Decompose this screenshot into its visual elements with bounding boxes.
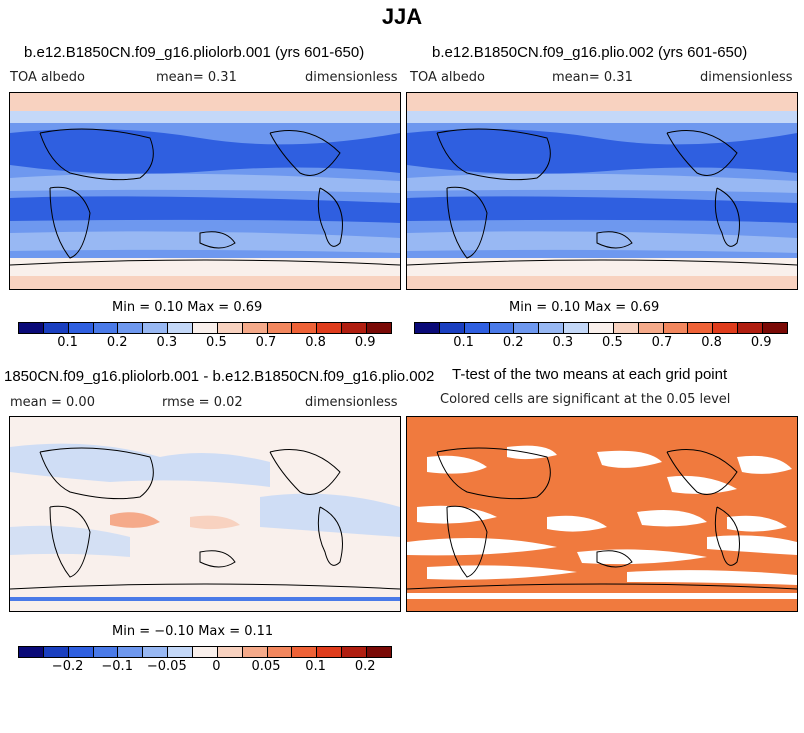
colorbar-swatch xyxy=(19,323,44,333)
colorbar-tick-label: 0.05 xyxy=(251,659,281,674)
colorbar-swatch xyxy=(514,323,540,333)
page-title: JJA xyxy=(381,4,423,29)
colorbar-swatch xyxy=(267,323,293,333)
colorbar-swatch xyxy=(367,647,391,657)
colorbar-swatch xyxy=(342,647,368,657)
colorbar-swatch xyxy=(193,647,218,657)
panel-3-map xyxy=(9,416,401,612)
colorbar-swatch xyxy=(464,323,490,333)
panel-1-title: b.e12.B1850CN.f09_g16.pliolorb.001 (yrs … xyxy=(24,44,365,61)
colorbar-tick-label: 0.1 xyxy=(57,335,78,350)
colorbar-swatch xyxy=(763,323,787,333)
colorbar-tick-label: 0.5 xyxy=(602,335,623,350)
colorbar-swatch xyxy=(317,323,343,333)
colorbar-tick-label: 0.5 xyxy=(206,335,227,350)
colorbar-swatch xyxy=(43,647,69,657)
colorbar-swatch xyxy=(68,323,94,333)
colorbar-swatch xyxy=(118,323,144,333)
panel-1-map xyxy=(9,92,401,290)
colorbar-swatch xyxy=(489,323,515,333)
colorbar-tick-label: 0.9 xyxy=(750,335,772,350)
colorbar-tick-label: −0.05 xyxy=(146,659,187,674)
colorbar-tick-label: 0.8 xyxy=(701,335,722,350)
colorbar-swatch xyxy=(564,323,590,333)
colorbar-tick-label: 0 xyxy=(212,659,221,674)
panel-2-variable: TOA albedo xyxy=(410,70,486,85)
colorbar-swatch xyxy=(292,323,318,333)
colorbar-swatch xyxy=(168,647,194,657)
colorbar-swatch xyxy=(439,323,465,333)
colorbar-tick-label: 0.3 xyxy=(156,335,178,350)
colorbar-swatch xyxy=(317,647,343,657)
colorbar-tick-label: 0.8 xyxy=(305,335,326,350)
panel-2-map xyxy=(406,92,798,290)
colorbar-tick-label: −0.1 xyxy=(101,659,133,674)
panel-4-subtitle: Colored cells are significant at the 0.0… xyxy=(440,392,731,407)
panel-3-colorbar xyxy=(18,646,392,658)
panel-1-minmax: Min = 0.10 Max = 0.69 xyxy=(112,300,263,315)
panel-3-title: 1850CN.f09_g16.pliolorb.001 - b.e12.B185… xyxy=(4,368,435,385)
panel-2-mean: mean= 0.31 xyxy=(552,70,633,85)
colorbar-swatch xyxy=(217,647,243,657)
colorbar-tick-label: 0.7 xyxy=(651,335,673,350)
colorbar-swatch xyxy=(242,647,268,657)
colorbar-tick-label: 0.1 xyxy=(453,335,474,350)
colorbar-tick-label: 0.7 xyxy=(255,335,277,350)
panel-2-minmax: Min = 0.10 Max = 0.69 xyxy=(509,300,660,315)
colorbar-swatch xyxy=(43,323,69,333)
colorbar-swatch xyxy=(93,647,119,657)
colorbar-swatch xyxy=(217,323,243,333)
colorbar-tick-label: 0.3 xyxy=(552,335,574,350)
colorbar-swatch xyxy=(713,323,739,333)
colorbar-swatch xyxy=(613,323,639,333)
colorbar-swatch xyxy=(589,323,614,333)
colorbar-swatch xyxy=(242,323,268,333)
panel-1-variable: TOA albedo xyxy=(10,70,86,85)
colorbar-swatch xyxy=(143,323,169,333)
colorbar-swatch xyxy=(663,323,689,333)
panel-1-mean: mean= 0.31 xyxy=(156,70,237,85)
colorbar-swatch xyxy=(118,647,144,657)
panel-1-colorbar xyxy=(18,322,392,334)
panel-2-units: dimensionless xyxy=(700,70,793,85)
colorbar-swatch xyxy=(68,647,94,657)
colorbar-swatch xyxy=(93,323,119,333)
colorbar-swatch xyxy=(292,647,318,657)
panel-2-title: b.e12.B1850CN.f09_g16.plio.002 (yrs 601-… xyxy=(432,44,748,61)
colorbar-swatch xyxy=(168,323,194,333)
colorbar-tick-label: 0.9 xyxy=(354,335,376,350)
colorbar-tick-label: 0.2 xyxy=(106,335,128,350)
panel-1-units: dimensionless xyxy=(305,70,398,85)
colorbar-swatch xyxy=(193,323,218,333)
panel-2-colorbar xyxy=(414,322,788,334)
panel-4-map xyxy=(406,416,798,612)
panel-3-units: dimensionless xyxy=(305,395,398,410)
colorbar-swatch xyxy=(367,323,391,333)
colorbar-swatch xyxy=(342,323,368,333)
colorbar-swatch xyxy=(267,647,293,657)
colorbar-swatch xyxy=(143,647,169,657)
colorbar-swatch xyxy=(638,323,664,333)
panel-3-rmse: rmse = 0.02 xyxy=(162,395,243,410)
panel-4-title: T-test of the two means at each grid poi… xyxy=(452,366,728,383)
colorbar-tick-label: 0.1 xyxy=(305,659,326,674)
colorbar-swatch xyxy=(415,323,440,333)
panel-3-minmax: Min = −0.10 Max = 0.11 xyxy=(112,624,274,639)
colorbar-tick-label: 0.2 xyxy=(502,335,524,350)
colorbar-tick-label: 0.2 xyxy=(354,659,376,674)
colorbar-tick-label: −0.2 xyxy=(51,659,84,674)
panel-3-mean: mean = 0.00 xyxy=(10,395,95,410)
colorbar-swatch xyxy=(738,323,764,333)
colorbar-swatch xyxy=(688,323,714,333)
colorbar-swatch xyxy=(539,323,565,333)
colorbar-swatch xyxy=(19,647,44,657)
